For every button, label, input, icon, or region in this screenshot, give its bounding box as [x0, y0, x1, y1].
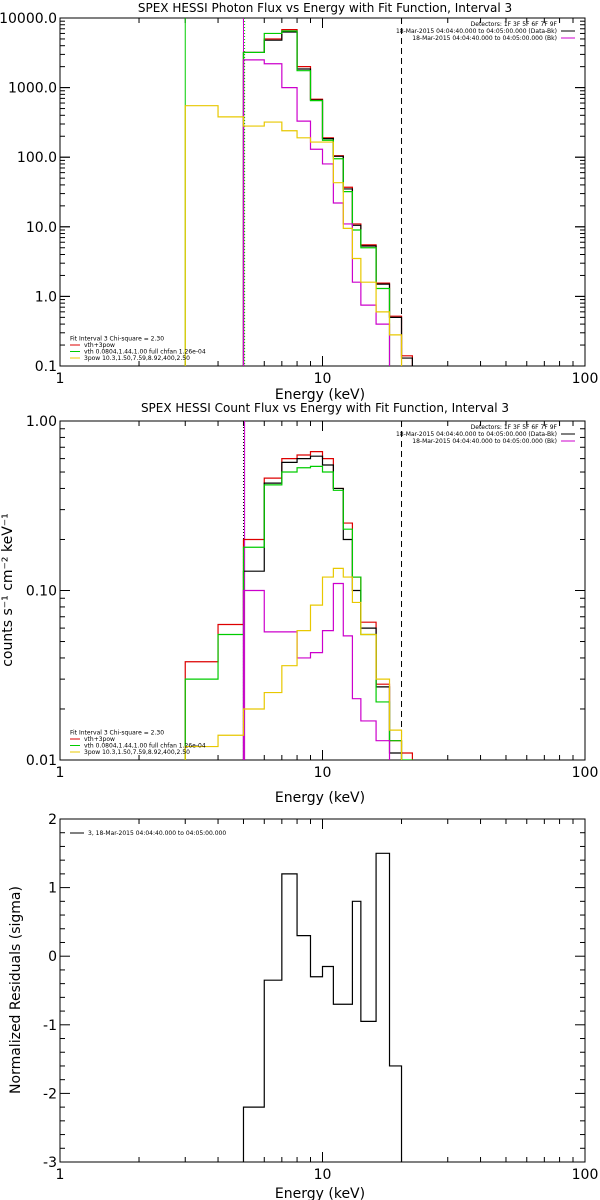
y-tick-label: 100.0: [17, 150, 57, 166]
x-tick-label: 10: [314, 1167, 332, 1183]
x-tick-label: 1: [56, 765, 65, 781]
x-tick-label: 100: [572, 371, 599, 387]
legend-entry-text: Fit Interval 3 Chi-square = 2.30: [70, 730, 164, 737]
x-tick-label: 10: [314, 765, 332, 781]
series-line-Bk: [242, 59, 391, 366]
legend-entry-text: vth 0.0804,1.44,1.00 full chfan 1.26e-04: [84, 349, 206, 356]
x-tick-label: 100: [572, 765, 599, 781]
legend-entry-text: 3pow 10.3,1.50,7.59,8.92,400,2.50: [84, 355, 190, 362]
y-tick-label: 1: [48, 881, 57, 897]
y-tick-label: 2: [48, 812, 57, 828]
series-line-vth: [184, 465, 413, 760]
series-line-Data-Bk: [242, 455, 403, 760]
series-line-3pow: [184, 105, 403, 366]
y-tick-label: -3: [43, 1155, 57, 1171]
x-tick-label: 1: [56, 1167, 65, 1183]
legend-entry-text: vth+3pow: [84, 342, 115, 349]
count-flux-title: SPEX HESSI Count Flux vs Energy with Fit…: [141, 401, 509, 415]
legend-entry-text: Detectors: 1F 3F 5F 6F 7F 9F: [471, 424, 558, 431]
legend-entry-text: Detectors: 1F 3F 5F 6F 7F 9F: [471, 21, 558, 28]
series-line-vth+3pow: [184, 450, 413, 760]
count-flux-ylabel: counts s⁻¹ cm⁻² keV⁻¹: [0, 513, 16, 667]
count-flux-xlabel: Energy (keV): [275, 790, 365, 806]
y-tick-label: 10.0: [26, 220, 57, 236]
series-line-vth+3pow: [242, 29, 413, 366]
series-line-vth: [242, 30, 391, 366]
y-tick-label: 0.01: [26, 753, 57, 769]
y-tick-label: 1.0: [35, 289, 57, 305]
y-tick-label: 0.1: [35, 359, 57, 375]
legend-entry-text: 18-Mar-2015 04:04:40.000 to 04:05:00.000…: [396, 431, 557, 438]
y-tick-label: -2: [43, 1086, 57, 1102]
photon-flux-panel: SPEX HESSI Photon Flux vs Energy with Fi…: [0, 1, 598, 403]
x-tick-label: 1: [56, 371, 65, 387]
series-line-Bk: [242, 582, 391, 760]
legend-entry-text: 18-Mar-2015 04:04:40.000 to 04:05:00.000…: [412, 438, 557, 445]
series-line-3pow: [184, 567, 403, 760]
plot-frame: [59, 818, 586, 1163]
residuals-xlabel: Energy (keV): [275, 1186, 365, 1200]
y-tick-label: -1: [43, 1018, 57, 1034]
y-tick-label: 1000.0: [8, 81, 57, 97]
y-tick-label: 0: [48, 949, 57, 965]
y-tick-label: 1.00: [26, 414, 57, 430]
plot-frame: [59, 17, 586, 367]
legend-entry-text: Fit Interval 3 Chi-square = 2.30: [70, 336, 164, 343]
legend-entry-text: vth 0.0804,1.44,1.00 full chfan 1.26e-04: [84, 743, 206, 750]
series-line-Data-Bk: [242, 31, 413, 366]
legend-entry-text: 18-Mar-2015 04:04:40.000 to 04:05:00.000…: [396, 28, 557, 35]
y-tick-label: 0.10: [26, 584, 57, 600]
photon-flux-xlabel: Energy (keV): [275, 387, 365, 403]
y-tick-label: 10000.0: [0, 11, 57, 27]
residuals-ylabel: Normalized Residuals (sigma): [8, 886, 24, 1094]
series-line-3, 18-Mar-2015 04:04:40.000 to 04:05:00.000: [242, 852, 403, 1162]
photon-flux-title: SPEX HESSI Photon Flux vs Energy with Fi…: [138, 1, 512, 15]
x-tick-label: 100: [572, 1167, 599, 1183]
residuals-panel: Energy (keV) Normalized Residuals (sigma…: [8, 812, 598, 1200]
count-flux-panel: SPEX HESSI Count Flux vs Energy with Fit…: [0, 401, 598, 806]
x-tick-label: 10: [314, 371, 332, 387]
legend-entry-text: 3, 18-Mar-2015 04:04:40.000 to 04:05:00.…: [88, 830, 226, 837]
legend-entry-text: vth+3pow: [84, 736, 115, 743]
legend-entry-text: 3pow 10.3,1.50,7.59,8.92,400,2.50: [84, 749, 190, 756]
legend-entry-text: 18-Mar-2015 04:04:40.000 to 04:05:00.000…: [412, 35, 557, 42]
